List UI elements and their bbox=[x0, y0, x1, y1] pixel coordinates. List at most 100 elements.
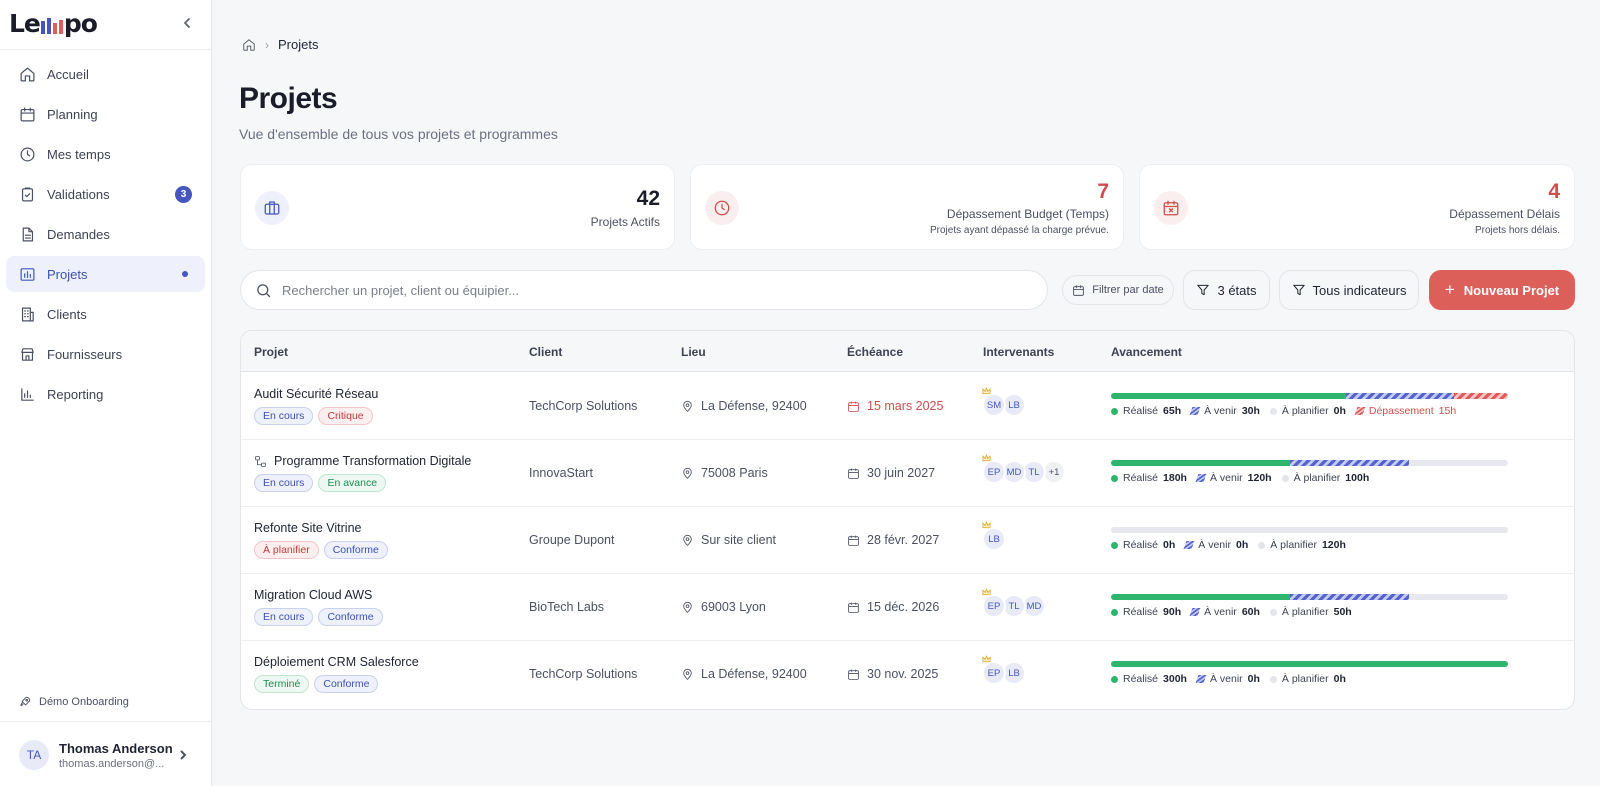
legend-planned: À planifier 100h bbox=[1281, 472, 1369, 484]
sidebar-item-fournisseurs[interactable]: Fournisseurs bbox=[6, 336, 205, 372]
progress-legend: Réalisé 300h À venir 0h À planifier 0h bbox=[1111, 673, 1356, 685]
project-name[interactable]: Programme Transformation Digitale bbox=[254, 454, 471, 468]
progress-bar bbox=[1111, 460, 1508, 466]
logo-bars-icon bbox=[40, 18, 63, 34]
sidebar-item-label: Reporting bbox=[47, 386, 104, 402]
sidebar-item-clients[interactable]: Clients bbox=[6, 296, 205, 332]
stat-value: 4 bbox=[1548, 180, 1560, 203]
client-name: TechCorp Solutions bbox=[529, 667, 638, 681]
app-logo[interactable]: Le po bbox=[9, 9, 98, 38]
page-subtitle: Vue d'ensemble de tous vos projets et pr… bbox=[239, 126, 558, 142]
contributor-avatar[interactable]: EP bbox=[982, 594, 1006, 618]
sidebar-item-accueil[interactable]: Accueil bbox=[6, 56, 205, 92]
store-icon bbox=[21, 347, 34, 361]
stat-value: 7 bbox=[1097, 180, 1109, 203]
progress-legend: Réalisé 180h À venir 120h À planifier 100h bbox=[1111, 472, 1379, 484]
column-header-project[interactable]: Projet bbox=[254, 345, 289, 359]
chevron-right-icon bbox=[180, 750, 187, 760]
column-header-progress[interactable]: Avancement bbox=[1111, 345, 1182, 359]
column-header-contributors[interactable]: Intervenants bbox=[983, 345, 1055, 359]
sidebar-item-demandes[interactable]: Demandes bbox=[6, 216, 205, 252]
legend-planned: À planifier 50h bbox=[1269, 606, 1352, 618]
home-icon[interactable] bbox=[242, 38, 256, 52]
indicators-filter-label: Tous indicateurs bbox=[1312, 282, 1407, 298]
stat-card-active-projects[interactable]: 42 Projets Actifs bbox=[240, 164, 675, 250]
map-pin-icon bbox=[683, 467, 692, 479]
project-name[interactable]: Déploiement CRM Salesforce bbox=[254, 655, 419, 669]
contributor-avatar[interactable]: MD bbox=[1022, 594, 1046, 618]
collapse-sidebar-icon[interactable] bbox=[177, 13, 197, 33]
stat-card-deadline-overrun[interactable]: 4 Dépassement Délais Projets hors délais… bbox=[1139, 164, 1575, 250]
sidebar-item-validations[interactable]: Validations 3 bbox=[6, 176, 205, 212]
project-deadline: 15 déc. 2026 bbox=[847, 600, 939, 614]
stat-label: Projets Actifs bbox=[590, 215, 660, 229]
column-header-location[interactable]: Lieu bbox=[681, 345, 706, 359]
progress-segment-done bbox=[1111, 594, 1290, 600]
contributor-avatar[interactable]: SM bbox=[982, 393, 1006, 417]
project-name[interactable]: Migration Cloud AWS bbox=[254, 588, 373, 602]
project-tags: En cours En avance bbox=[254, 474, 387, 492]
legend-done: Réalisé 90h bbox=[1111, 606, 1181, 618]
search-bar bbox=[240, 270, 1048, 310]
states-filter-button[interactable]: 3 états bbox=[1183, 270, 1270, 310]
table-row[interactable]: Migration Cloud AWS En cours Conforme Bio… bbox=[241, 573, 1574, 641]
project-tags: En cours Critique bbox=[254, 407, 373, 425]
legend-upcoming: À venir 60h bbox=[1189, 606, 1260, 618]
table-row[interactable]: Programme Transformation Digitale En cou… bbox=[241, 439, 1574, 507]
calendar-icon bbox=[848, 535, 859, 546]
sidebar-item-reporting[interactable]: Reporting bbox=[6, 376, 205, 412]
column-header-deadline[interactable]: Échéance bbox=[847, 345, 904, 359]
project-name[interactable]: Refonte Site Vitrine bbox=[254, 521, 362, 535]
sidebar-item-projets[interactable]: Projets bbox=[6, 256, 205, 292]
progress-bar bbox=[1111, 527, 1508, 533]
table-row[interactable]: Refonte Site Vitrine À planifier Conforme… bbox=[241, 506, 1574, 574]
column-header-client[interactable]: Client bbox=[529, 345, 563, 359]
stat-card-budget-overrun[interactable]: 7 Dépassement Budget (Temps) Projets aya… bbox=[690, 164, 1124, 250]
progress-segment-upcoming bbox=[1289, 594, 1409, 600]
project-location: La Défense, 92400 bbox=[681, 399, 807, 413]
legend-done: Réalisé 180h bbox=[1111, 472, 1187, 484]
progress-bar bbox=[1111, 661, 1508, 667]
calendar-icon bbox=[20, 107, 35, 121]
legend-overrun: Dépassement 15h bbox=[1354, 405, 1456, 417]
contributor-avatar[interactable]: TL bbox=[1002, 594, 1026, 618]
new-project-button[interactable]: + Nouveau Projet bbox=[1429, 270, 1575, 310]
plus-icon: + bbox=[1444, 280, 1455, 299]
status-badge: En cours bbox=[254, 407, 314, 425]
search-input[interactable] bbox=[282, 282, 982, 298]
sidebar-nav: Accueil Planning Mes temps Validations 3… bbox=[0, 50, 211, 412]
indicators-filter-button[interactable]: Tous indicateurs bbox=[1279, 270, 1419, 310]
calendar-icon bbox=[848, 468, 859, 479]
project-name[interactable]: Audit Sécurité Réseau bbox=[254, 387, 379, 401]
legend-upcoming: À venir 0h bbox=[1195, 673, 1260, 685]
status-badge: Critique bbox=[318, 407, 373, 425]
contributor-avatar[interactable]: LB bbox=[982, 527, 1006, 551]
map-pin-icon bbox=[683, 601, 692, 613]
map-pin-icon bbox=[683, 534, 692, 546]
contributor-avatar[interactable]: EP bbox=[982, 661, 1006, 685]
filter-icon bbox=[1292, 284, 1305, 296]
sidebar-item-label: Fournisseurs bbox=[47, 346, 123, 362]
status-badge: Terminé bbox=[254, 675, 310, 693]
sidebar-item-label: Mes temps bbox=[47, 146, 111, 162]
breadcrumb: › Projets bbox=[242, 37, 318, 52]
crown-icon bbox=[982, 387, 991, 395]
contributor-avatar[interactable]: TL bbox=[1022, 460, 1046, 484]
map-pin-icon bbox=[683, 400, 692, 412]
calendar-icon bbox=[1073, 284, 1085, 296]
table-row[interactable]: Déploiement CRM Salesforce Terminé Confor… bbox=[241, 640, 1574, 708]
date-filter-button[interactable]: Filtrer par date bbox=[1062, 275, 1174, 305]
user-profile[interactable]: TA Thomas Anderson thomas.anderson@... bbox=[0, 721, 211, 786]
contributor-avatar[interactable]: EP bbox=[982, 460, 1006, 484]
demo-onboarding-link[interactable]: Démo Onboarding bbox=[18, 695, 129, 709]
states-filter-label: 3 états bbox=[1217, 282, 1257, 298]
sidebar-item-planning[interactable]: Planning bbox=[6, 96, 205, 132]
demo-onboarding-label: Démo Onboarding bbox=[39, 696, 129, 708]
table-row[interactable]: Audit Sécurité Réseau En cours Critique T… bbox=[241, 372, 1574, 440]
crown-icon bbox=[982, 454, 991, 462]
user-email: thomas.anderson@... bbox=[59, 758, 165, 770]
legend-done: Réalisé 300h bbox=[1111, 673, 1187, 685]
sidebar-item-label: Clients bbox=[47, 306, 87, 322]
status-badge: À planifier bbox=[254, 541, 319, 559]
sidebar-item-mes-temps[interactable]: Mes temps bbox=[6, 136, 205, 172]
